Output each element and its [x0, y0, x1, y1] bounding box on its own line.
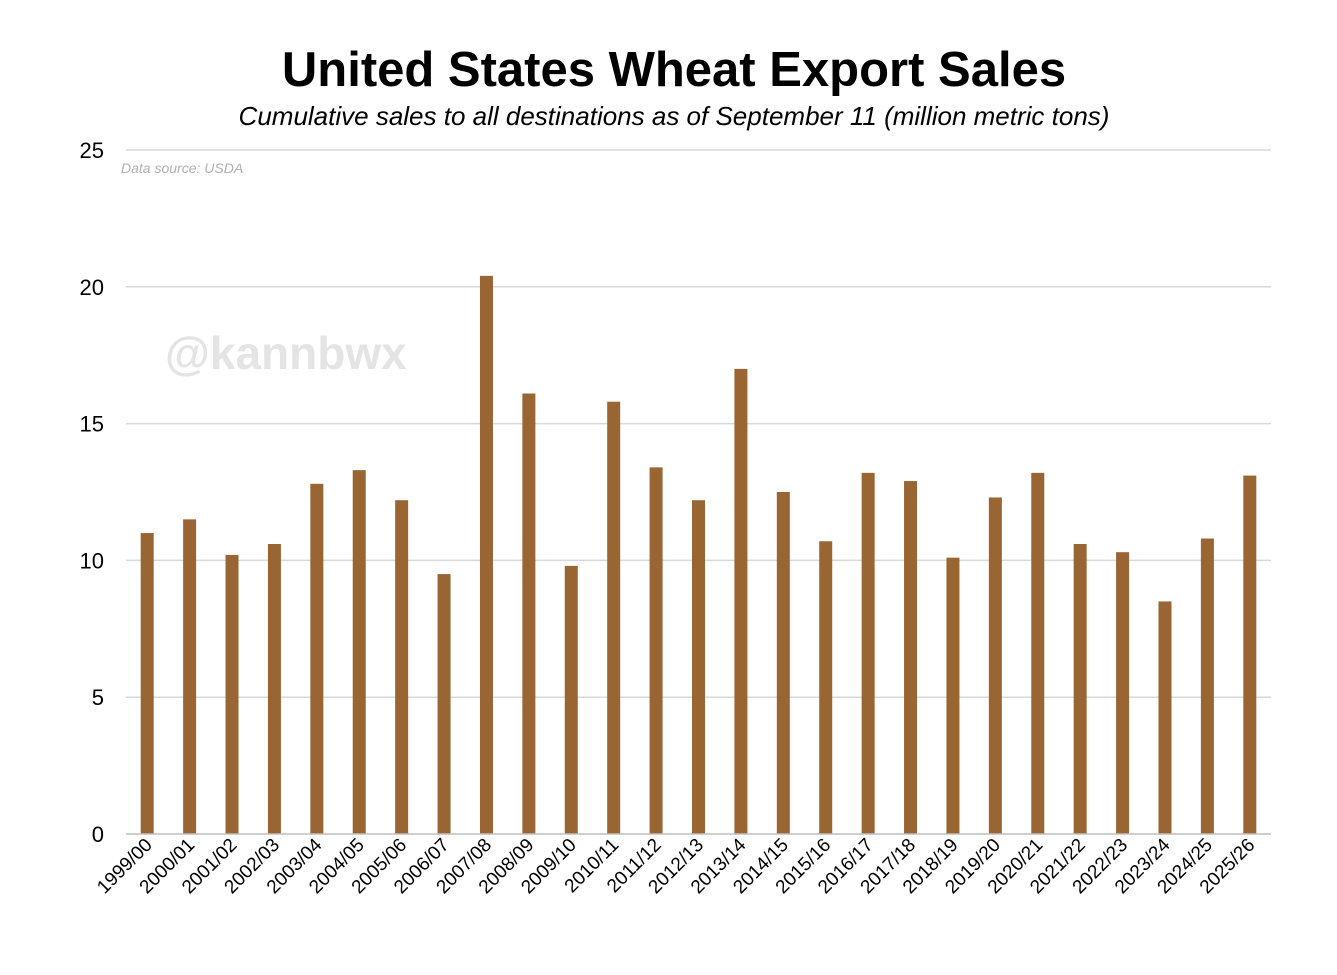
y-tick-label: 15: [80, 412, 104, 437]
bar-1999-00: [140, 533, 154, 834]
bar-2018-19: [946, 557, 960, 834]
y-axis-ticks: 0 5 10 15 20 25: [80, 138, 104, 847]
bar-2008-09: [522, 393, 536, 834]
bar-2010-11: [607, 401, 621, 834]
bar-2002-03: [267, 543, 281, 834]
bar-2001-02: [225, 554, 239, 834]
bar-2022-23: [1116, 552, 1130, 834]
bar-2009-10: [564, 565, 578, 834]
bar-2021-22: [1073, 543, 1087, 834]
bar-2004-05: [352, 470, 366, 834]
bar-2011-12: [649, 467, 663, 834]
y-tick-label: 25: [80, 138, 104, 163]
bar-2006-07: [437, 574, 451, 834]
y-tick-label: 20: [80, 275, 104, 300]
watermark: @kannbwx: [165, 327, 407, 379]
y-tick-label: 5: [92, 685, 104, 710]
chart-subtitle: Cumulative sales to all destinations as …: [238, 101, 1110, 131]
y-tick-label: 0: [92, 822, 104, 847]
chart-title: United States Wheat Export Sales: [281, 43, 1067, 97]
x-axis-labels: 1999/002000/012001/022002/032003/042004/…: [93, 834, 1259, 898]
bar-2012-13: [692, 500, 705, 834]
bar-2020-21: [1031, 472, 1045, 834]
bar-2025-26: [1243, 475, 1257, 834]
bar-2013-14: [734, 368, 748, 834]
bar-2017-18: [904, 481, 918, 834]
bar-2024-25: [1200, 538, 1214, 834]
bar-2023-24: [1158, 601, 1172, 834]
bar-2019-20: [988, 497, 1002, 834]
bar-2016-17: [861, 472, 875, 834]
bar-2000-01: [183, 519, 197, 834]
bar-2014-15: [776, 492, 790, 834]
bars: [140, 275, 1257, 835]
bar-2005-06: [395, 500, 409, 834]
bar-2007-08: [479, 275, 493, 835]
bar-2003-04: [310, 483, 324, 834]
bar-2015-16: [819, 541, 833, 834]
data-source-note: Data source: USDA: [121, 160, 243, 176]
y-tick-label: 10: [80, 548, 104, 573]
